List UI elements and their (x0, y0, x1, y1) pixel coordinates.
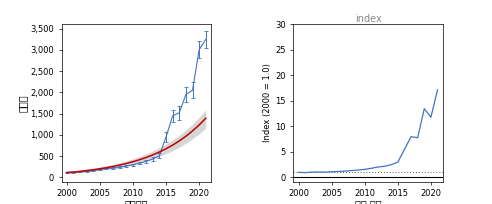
X-axis label: 조사년도: 조사년도 (124, 200, 148, 204)
X-axis label: 조사 년도: 조사 년도 (355, 200, 381, 204)
Title: index: index (355, 14, 381, 24)
Y-axis label: Index (2000 = 1.0): Index (2000 = 1.0) (263, 64, 272, 142)
Y-axis label: 개체수: 개체수 (17, 94, 28, 112)
